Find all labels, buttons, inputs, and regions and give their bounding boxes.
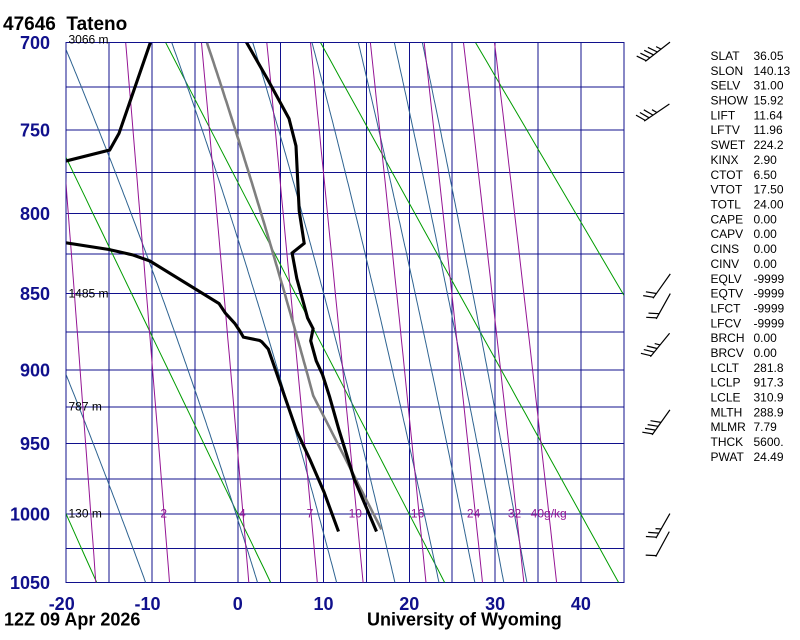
- svg-text:12Z 09 Apr 2026: 12Z 09 Apr 2026: [4, 610, 140, 630]
- svg-text:17.50: 17.50: [754, 183, 784, 197]
- svg-text:24.00: 24.00: [754, 198, 784, 212]
- svg-text:MLMR: MLMR: [711, 420, 747, 434]
- svg-text:-9999: -9999: [754, 301, 785, 315]
- svg-text:-20: -20: [49, 594, 75, 614]
- svg-text:THCK: THCK: [711, 435, 744, 449]
- svg-text:CINS: CINS: [711, 242, 740, 256]
- svg-text:LIFT: LIFT: [711, 108, 736, 122]
- svg-text:2: 2: [160, 507, 167, 521]
- svg-text:281.8: 281.8: [754, 361, 784, 375]
- svg-text:-10: -10: [134, 594, 160, 614]
- svg-text:0.00: 0.00: [754, 346, 778, 360]
- svg-text:11.64: 11.64: [754, 108, 783, 122]
- svg-text:47646 Tateno: 47646 Tateno: [3, 14, 127, 35]
- svg-text:TOTL: TOTL: [711, 198, 742, 212]
- svg-text:LFCT: LFCT: [711, 301, 742, 315]
- svg-text:BRCV: BRCV: [711, 346, 744, 360]
- svg-text:20: 20: [399, 594, 419, 614]
- svg-text:SLAT: SLAT: [711, 49, 741, 63]
- svg-text:850: 850: [20, 284, 50, 304]
- svg-text:30: 30: [485, 594, 505, 614]
- svg-text:LFTV: LFTV: [711, 123, 740, 137]
- svg-text:SELV: SELV: [711, 79, 741, 93]
- svg-text:24.49: 24.49: [754, 450, 784, 464]
- svg-text:University of Wyoming: University of Wyoming: [367, 610, 562, 630]
- svg-text:10: 10: [313, 594, 333, 614]
- svg-text:24: 24: [467, 507, 481, 521]
- svg-text:CAPV: CAPV: [711, 227, 744, 241]
- svg-text:LCLT: LCLT: [711, 361, 740, 375]
- svg-text:CTOT: CTOT: [711, 168, 744, 182]
- svg-text:PWAT: PWAT: [711, 450, 745, 464]
- svg-text:SLON: SLON: [711, 64, 744, 78]
- svg-text:900: 900: [20, 360, 50, 380]
- svg-text:2.90: 2.90: [754, 153, 778, 167]
- svg-text:288.9: 288.9: [754, 405, 784, 419]
- svg-text:0.00: 0.00: [754, 227, 778, 241]
- svg-text:0.00: 0.00: [754, 257, 778, 271]
- svg-text:CAPE: CAPE: [711, 212, 744, 226]
- svg-text:1000: 1000: [10, 505, 50, 525]
- svg-text:40g/kg: 40g/kg: [531, 507, 567, 521]
- svg-text:5600.: 5600.: [754, 435, 784, 449]
- svg-text:0.00: 0.00: [754, 242, 778, 256]
- svg-text:1050: 1050: [10, 573, 50, 593]
- svg-text:BRCH: BRCH: [711, 331, 745, 345]
- svg-text:0.00: 0.00: [754, 212, 778, 226]
- svg-text:3066 m: 3066 m: [69, 33, 109, 47]
- svg-text:15.92: 15.92: [754, 94, 784, 108]
- svg-text:11.96: 11.96: [754, 123, 783, 137]
- svg-text:SWET: SWET: [711, 138, 746, 152]
- svg-text:-9999: -9999: [754, 316, 785, 330]
- svg-text:SHOW: SHOW: [711, 94, 749, 108]
- svg-text:140.13: 140.13: [754, 64, 791, 78]
- svg-text:787 m: 787 m: [69, 400, 102, 414]
- svg-text:MLTH: MLTH: [711, 405, 743, 419]
- svg-text:800: 800: [20, 204, 50, 224]
- svg-text:LFCV: LFCV: [711, 316, 742, 330]
- svg-text:310.9: 310.9: [754, 391, 784, 405]
- svg-text:LCLE: LCLE: [711, 391, 741, 405]
- svg-text:7.79: 7.79: [754, 420, 778, 434]
- svg-text:40: 40: [571, 594, 591, 614]
- svg-text:VTOT: VTOT: [711, 183, 743, 197]
- svg-text:917.3: 917.3: [754, 376, 784, 390]
- svg-text:6.50: 6.50: [754, 168, 778, 182]
- svg-text:1485 m: 1485 m: [69, 286, 109, 300]
- svg-text:130 m: 130 m: [69, 507, 102, 521]
- svg-text:KINX: KINX: [711, 153, 739, 167]
- svg-text:EQLV: EQLV: [711, 272, 742, 286]
- svg-text:700: 700: [20, 33, 50, 53]
- svg-text:7: 7: [307, 507, 314, 521]
- svg-text:10: 10: [349, 507, 363, 521]
- svg-text:0: 0: [233, 594, 243, 614]
- svg-text:31.00: 31.00: [754, 79, 784, 93]
- svg-text:32: 32: [508, 507, 522, 521]
- svg-text:EQTV: EQTV: [711, 287, 744, 301]
- svg-text:0.00: 0.00: [754, 331, 778, 345]
- svg-text:-9999: -9999: [754, 272, 785, 286]
- svg-text:750: 750: [20, 121, 50, 141]
- svg-text:16: 16: [411, 507, 425, 521]
- svg-text:224.2: 224.2: [754, 138, 784, 152]
- svg-text:CINV: CINV: [711, 257, 740, 271]
- svg-text:4: 4: [239, 507, 246, 521]
- svg-text:950: 950: [20, 434, 50, 454]
- svg-text:-9999: -9999: [754, 287, 785, 301]
- svg-text:36.05: 36.05: [754, 49, 784, 63]
- svg-text:LCLP: LCLP: [711, 376, 741, 390]
